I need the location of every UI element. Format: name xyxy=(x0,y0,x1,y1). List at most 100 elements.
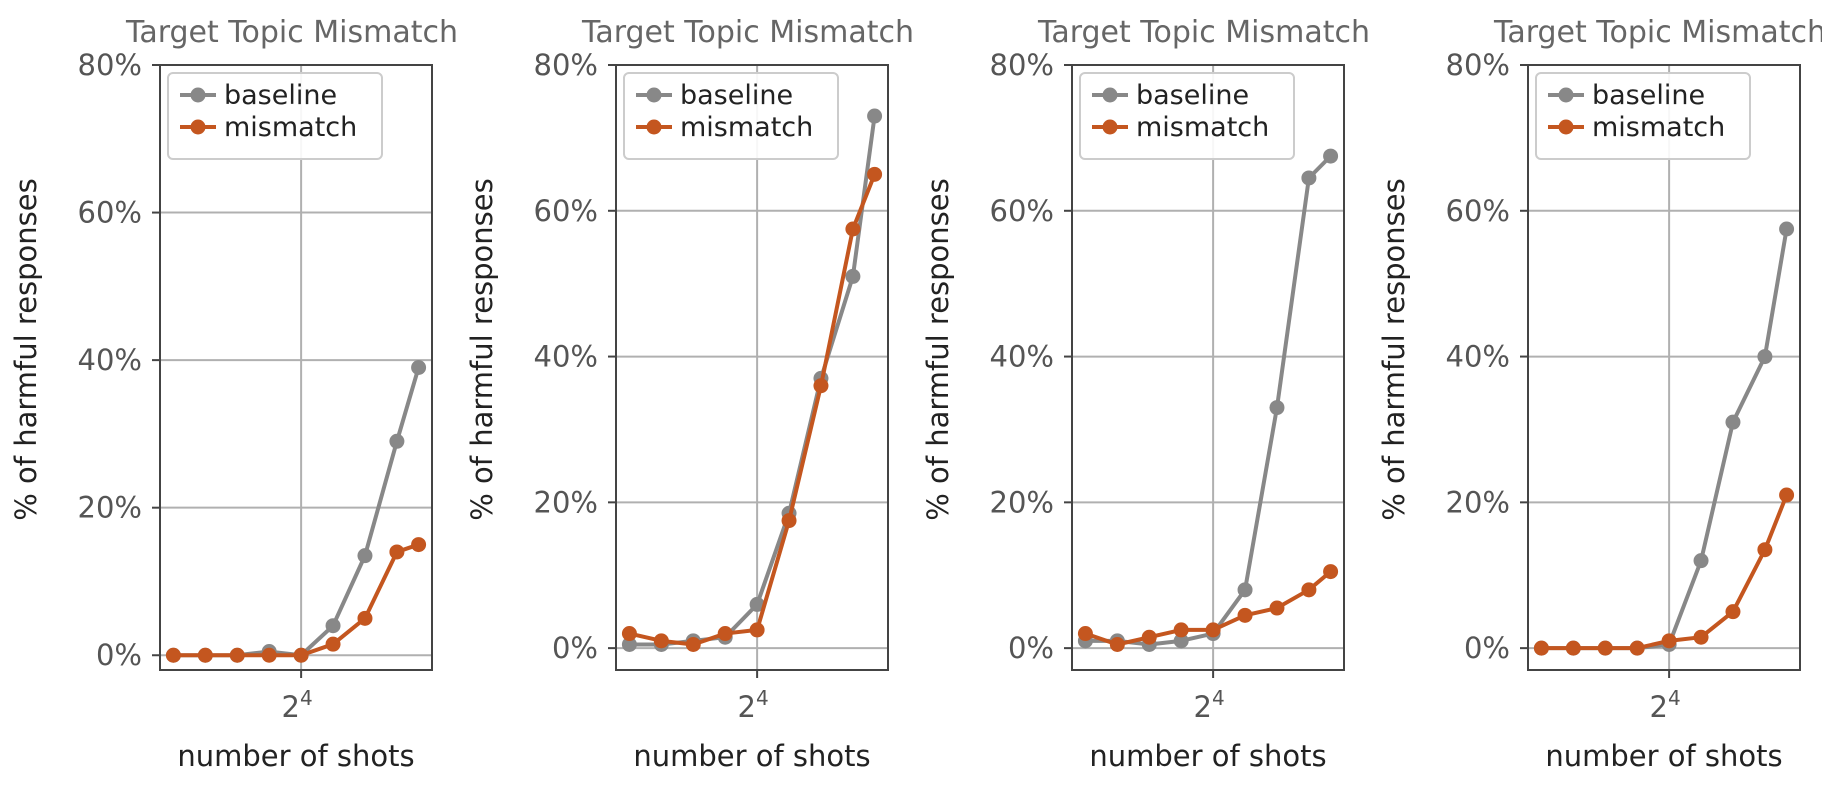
chart-panel-3: 0% 20% 40% 60% 80% 24 Target Topic Mismatch num… xyxy=(921,15,1370,773)
data-point-mismatch xyxy=(1661,633,1677,649)
data-point-mismatch xyxy=(1779,487,1795,503)
legend-label-baseline: baseline xyxy=(224,80,337,111)
data-point-mismatch xyxy=(1109,636,1125,652)
chart-title: Target Topic Mismatch xyxy=(1037,15,1370,50)
series-line-baseline xyxy=(1541,228,1789,651)
data-point-mismatch xyxy=(261,647,277,663)
y-tick-label: 0% xyxy=(96,638,142,672)
y-tick-label: 80% xyxy=(990,48,1054,82)
data-point-baseline xyxy=(749,596,765,612)
legend-label-baseline: baseline xyxy=(680,80,793,111)
y-axis-label: % of harmful responses xyxy=(921,178,955,520)
x-axis-label: number of shots xyxy=(177,739,414,773)
x-axis-label: number of shots xyxy=(633,739,870,773)
y-tick-label: 80% xyxy=(534,48,598,82)
chart-title: Target Topic Mismatch xyxy=(125,15,458,50)
chart-title: Target Topic Mismatch xyxy=(581,15,914,50)
y-tick-label: 60% xyxy=(990,194,1054,228)
legend-swatch-marker-mismatch xyxy=(190,119,206,135)
plot-frame xyxy=(1527,64,1801,671)
data-point-mismatch xyxy=(621,626,637,642)
chart-panel-4: 0% 20% 40% 60% 80% 24 Target Topic Mismatch num… xyxy=(1377,15,1822,773)
data-point-mismatch xyxy=(1725,604,1741,620)
data-point-mismatch xyxy=(1629,640,1645,656)
data-point-mismatch xyxy=(867,166,883,182)
data-point-mismatch xyxy=(813,378,829,394)
legend-swatch-marker-baseline xyxy=(1102,87,1118,103)
legend-swatch-marker-baseline xyxy=(646,87,662,103)
data-point-mismatch xyxy=(1077,626,1093,642)
data-point-baseline xyxy=(867,108,883,124)
x-axis-label: number of shots xyxy=(1089,739,1326,773)
y-tick-label: 40% xyxy=(78,343,142,377)
legend-label-baseline: baseline xyxy=(1592,80,1705,111)
y-tick-label: 40% xyxy=(990,340,1054,374)
legend-label-mismatch: mismatch xyxy=(1136,112,1269,143)
plot-frame xyxy=(159,64,433,671)
data-point-baseline xyxy=(621,636,637,652)
legend-label-mismatch: mismatch xyxy=(224,112,357,143)
data-point-baseline xyxy=(1301,170,1317,186)
data-point-mismatch xyxy=(781,513,797,529)
data-point-mismatch xyxy=(1533,640,1549,656)
data-point-baseline xyxy=(325,618,341,634)
data-point-baseline xyxy=(1173,633,1189,649)
data-point-baseline xyxy=(357,548,373,564)
y-tick-label: 0% xyxy=(1008,631,1054,665)
y-tick-label: 0% xyxy=(552,631,598,665)
data-point-mismatch xyxy=(717,626,733,642)
data-point-mismatch xyxy=(1693,629,1709,645)
data-point-baseline xyxy=(411,360,427,375)
y-tick-label: 60% xyxy=(534,194,598,228)
chart-panel-2: 0% 20% 40% 60% 80% 24 Target Topic Mismatch num… xyxy=(465,15,914,773)
legend-swatch-marker-mismatch xyxy=(1102,119,1118,135)
y-tick-label: 20% xyxy=(990,485,1054,519)
legend-box xyxy=(1079,72,1295,160)
data-point-mismatch xyxy=(685,636,701,652)
data-point-mismatch xyxy=(1141,629,1157,645)
data-point-mismatch xyxy=(1565,640,1581,656)
plot-frame xyxy=(1071,64,1345,671)
legend-swatch-marker-mismatch xyxy=(1558,119,1574,135)
y-tick-label: 0% xyxy=(1464,631,1510,665)
data-point-baseline xyxy=(845,268,861,284)
y-tick-label: 60% xyxy=(1446,194,1510,228)
data-point-mismatch xyxy=(229,647,245,663)
y-tick-label: 20% xyxy=(1446,485,1510,519)
data-point-mismatch xyxy=(293,647,309,663)
data-point-mismatch xyxy=(325,636,341,652)
data-point-mismatch xyxy=(197,647,213,663)
data-point-baseline xyxy=(1757,349,1773,365)
legend-box xyxy=(623,72,839,160)
series-line-baseline xyxy=(173,366,421,658)
series-line-mismatch xyxy=(628,173,877,647)
y-tick-label: 20% xyxy=(534,485,598,519)
data-point-mismatch xyxy=(389,544,405,560)
y-tick-label: 60% xyxy=(78,196,142,230)
legend-swatch-marker-baseline xyxy=(190,87,206,103)
series-line-mismatch xyxy=(173,542,420,658)
data-point-mismatch xyxy=(845,221,861,237)
data-point-mismatch xyxy=(357,610,373,626)
series-line-mismatch xyxy=(1541,494,1789,651)
data-point-mismatch xyxy=(1205,622,1221,638)
data-point-mismatch xyxy=(1597,640,1613,656)
series-line-baseline xyxy=(629,115,877,647)
y-axis-label: % of harmful responses xyxy=(1377,178,1411,520)
data-point-mismatch xyxy=(653,633,669,649)
legend-box xyxy=(1535,72,1751,160)
x-tick-label: 24 xyxy=(282,686,313,724)
x-tick-label: 24 xyxy=(738,686,769,724)
y-tick-label: 40% xyxy=(1446,340,1510,374)
data-point-baseline xyxy=(1725,414,1741,430)
y-tick-label: 80% xyxy=(1446,48,1510,82)
data-point-baseline xyxy=(389,433,405,449)
x-axis-label: number of shots xyxy=(1545,739,1782,773)
plot-frame xyxy=(615,64,889,671)
data-point-baseline xyxy=(1323,148,1339,164)
